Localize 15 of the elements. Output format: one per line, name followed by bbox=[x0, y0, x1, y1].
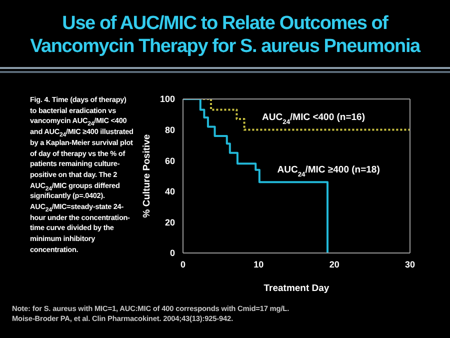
y-tick-label: 20 bbox=[164, 217, 175, 228]
x-tick-label: 30 bbox=[404, 259, 416, 270]
y-tick-label: 40 bbox=[164, 186, 175, 197]
series-label: AUC$_{24}$/MIC ≥400 (n=18) bbox=[277, 164, 380, 178]
chart-title: Use of AUC/MIC to Relate Outcomes of Vancomycin Therapy for S. aureus Pneumonia bbox=[29, 12, 422, 58]
x-tick-label: 0 bbox=[180, 259, 186, 270]
series-label: AUC$_{24}$/MIC <400 (n=16) bbox=[262, 112, 366, 126]
y-tick-label: 80 bbox=[164, 124, 175, 135]
y-tick-label: 0 bbox=[170, 248, 175, 258]
x-tick-label: 10 bbox=[254, 259, 264, 270]
y-tick-label: 60 bbox=[164, 156, 175, 166]
y-tick-label: 100 bbox=[160, 94, 175, 104]
y-axis-title: % Culture Positive bbox=[141, 134, 152, 218]
x-tick-label: 20 bbox=[329, 259, 340, 270]
x-axis-title: Treatment Day bbox=[264, 283, 330, 294]
